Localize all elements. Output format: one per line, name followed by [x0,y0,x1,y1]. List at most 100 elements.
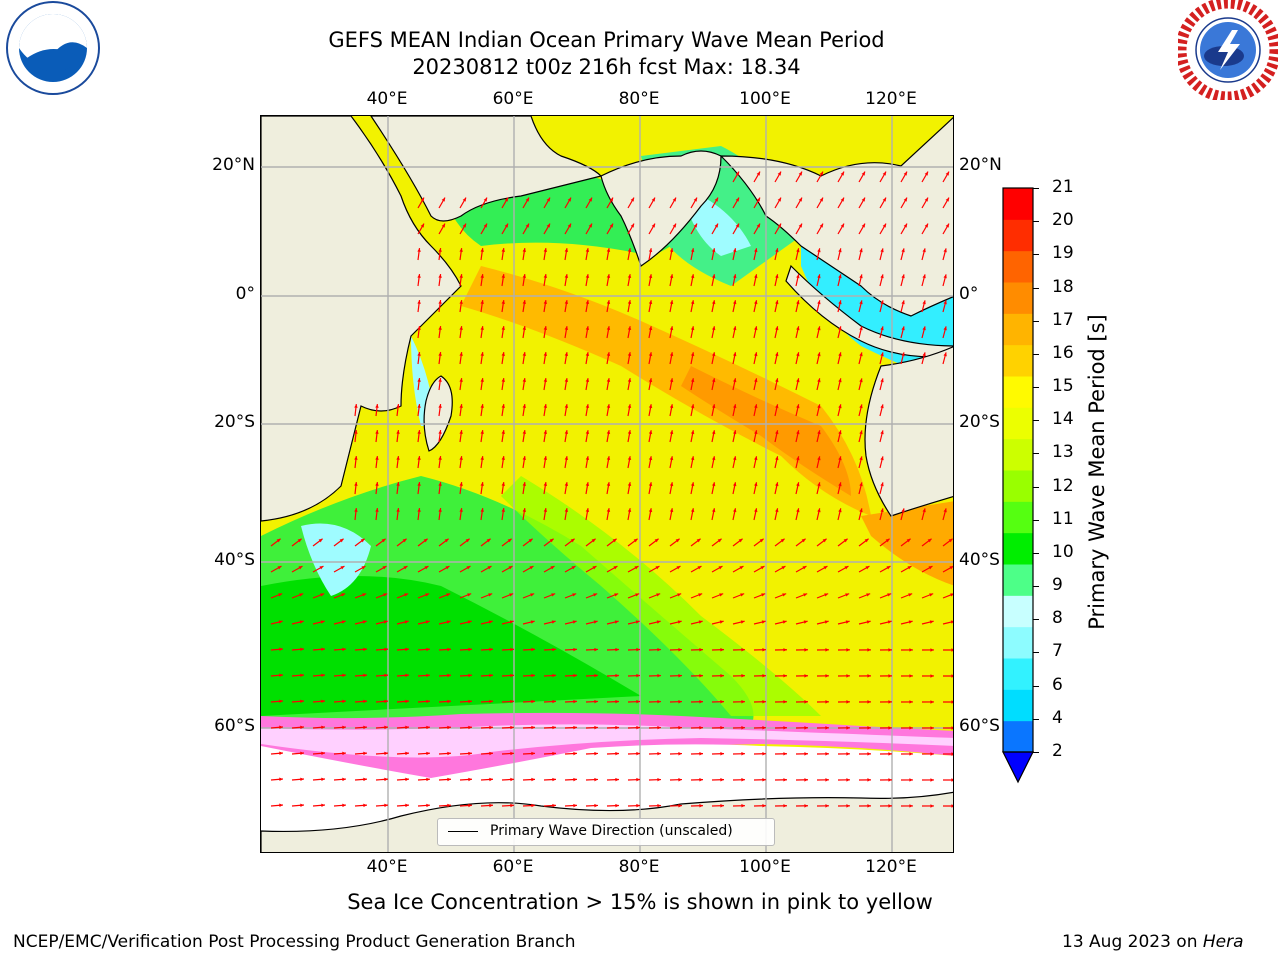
wave-arrow-head [754,248,758,253]
wave-arrow-head [906,538,911,543]
wave-arrow-head [531,699,535,704]
wave-arrow-head [733,300,737,305]
wave-arrow-head [690,482,695,487]
wave-arrow-head [564,326,569,330]
wave-arrow-head [522,248,527,252]
wave-arrow-head [690,352,695,357]
wave-arrow-head [636,647,640,652]
wave-arrow-head [846,648,850,652]
wave-arrow-head [417,352,421,356]
colorbar-tick-label: 9 [1052,575,1063,596]
wave-arrow-head [636,751,640,756]
colorbar-tick-label: 18 [1052,276,1074,297]
wave-arrow-head [943,352,947,357]
wave-arrow-head [678,803,682,808]
wave-arrow-head [822,538,827,543]
wave-arrow-head [609,197,613,202]
wave-arrow-head [404,620,409,624]
wave-arrow-head [951,752,953,756]
wave-period-map [261,116,953,852]
wave-arrow-head [887,593,892,597]
wave-arrow-head [384,673,388,678]
wave-arrow-head [466,566,471,570]
wave-arrow-head [417,378,421,382]
wave-arrow-head [819,223,823,228]
wave-arrow-head [817,456,821,461]
wave-arrow-head [859,300,863,305]
wave-arrow-head [375,404,379,408]
wave-arrow-head [648,326,653,331]
wave-arrow-head [438,508,442,512]
wave-arrow-head [888,804,892,808]
wave-arrow-head [549,538,554,543]
wave-arrow-head [909,726,913,730]
wave-arrow-head [396,404,400,408]
wave-arrow-head [279,673,283,678]
wave-arrow-head [657,673,661,678]
wave-arrow-head [342,673,346,678]
wave-arrow-head [735,197,739,202]
wave-arrow-head [510,777,514,782]
colorbar-under-triangle [1002,751,1034,784]
wave-arrow-head [657,647,661,652]
wave-arrow-head [489,647,493,652]
wave-arrow-head [838,248,842,253]
wave-arrow-head [733,352,737,357]
colorbar-segment [1003,720,1033,753]
wave-arrow-head [783,726,787,730]
wave-arrow-head [775,456,779,461]
lat-tick-right: 40°S [959,550,1000,570]
colorbar-tick-mark [1033,652,1039,654]
wave-arrow-head [930,648,934,652]
wave-arrow-head [636,673,640,678]
wave-arrow-head [943,274,947,279]
colorbar-tick-label: 2 [1052,741,1063,761]
wave-arrow-head [672,223,676,228]
wave-arrow-head [531,673,535,678]
colorbar-segment [1003,658,1033,690]
wave-arrow-head [922,248,926,253]
colorbar-tick-label: 7 [1052,641,1063,662]
wave-arrow-head [606,482,611,487]
wave-arrow-head [279,647,283,652]
wave-arrow-head [468,673,472,678]
wave-arrow-head [798,197,802,202]
wave-arrow-head [697,566,702,570]
wave-arrow-head [803,620,808,624]
wave-arrow-head [699,803,703,808]
wave-arrow-head [859,508,863,513]
wave-arrow-head [606,430,611,435]
wave-arrow-head [552,699,556,704]
colorbar-segment [1003,564,1033,596]
wave-arrow-head [817,378,821,383]
wave-arrow-head [699,777,703,782]
wave-arrow-head [363,673,367,678]
wave-arrow-head [714,223,718,228]
wave-arrow-head [504,223,508,228]
wave-arrow-head [354,482,358,486]
wave-arrow-head [633,538,638,543]
chart-subtitle: 20230812 t00z 216h fcst Max: 18.34 [412,55,801,79]
wave-arrow-head [510,751,514,756]
wave-arrow-head [669,352,674,357]
wave-arrow-head [798,223,802,228]
wave-arrow-head [648,274,653,279]
wave-arrow-head [362,620,367,624]
wave-arrow-head [501,300,505,304]
wave-arrow-head [585,404,590,409]
wave-arrow-head [803,593,808,597]
wave-arrow-head [363,647,367,652]
wave-arrow-head [564,352,569,356]
wave-arrow-head [529,566,534,570]
wave-arrow-head [907,566,912,570]
wave-arrow-head [585,378,590,383]
wave-arrow-head [880,326,884,331]
wave-arrow-head [405,751,409,756]
colorbar-tick-label: 6 [1052,674,1063,695]
wave-arrow-head [552,725,556,730]
wave-arrow-head [648,352,653,357]
wave-arrow-head [796,430,800,435]
wave-arrow-head [501,482,505,486]
wave-arrow-head [844,566,849,570]
wave-arrow-head [720,674,724,678]
